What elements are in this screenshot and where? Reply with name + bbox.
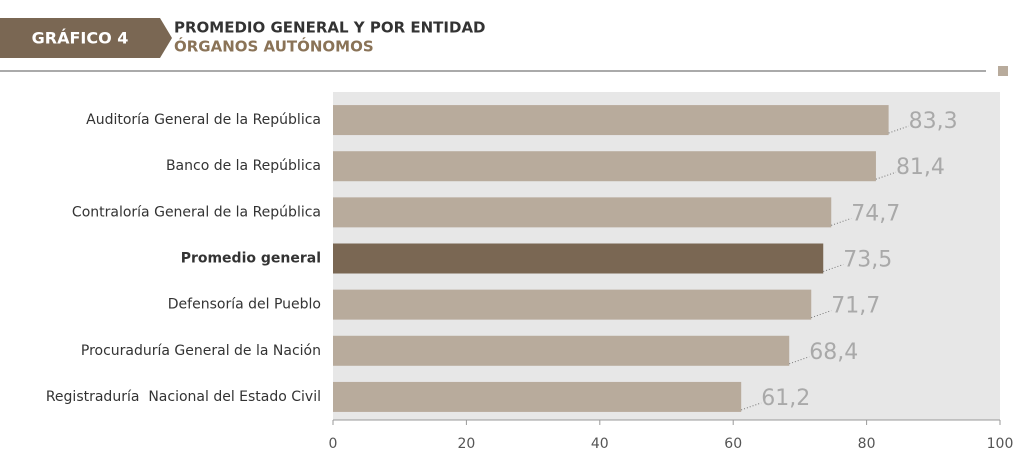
label-leader xyxy=(875,171,897,180)
x-tick-label: 20 xyxy=(457,436,475,452)
value-label: 83,3 xyxy=(909,109,958,134)
y-tick-label: Banco de la República xyxy=(166,158,321,174)
header-square xyxy=(998,66,1008,76)
y-tick-label: Auditoría General de la República xyxy=(86,112,321,128)
x-tick-label: 40 xyxy=(591,436,609,452)
bar xyxy=(333,151,876,182)
x-tick-label: 80 xyxy=(858,436,876,452)
chart-title: PROMEDIO GENERAL Y POR ENTIDAD xyxy=(174,19,486,37)
label-leader xyxy=(789,356,810,365)
label-leader xyxy=(811,310,832,319)
y-tick-label: Promedio general xyxy=(181,251,321,267)
badge-shape xyxy=(0,18,172,58)
bar xyxy=(333,243,824,274)
bar xyxy=(333,335,790,366)
bar xyxy=(333,381,742,412)
label-leader xyxy=(831,217,852,226)
value-label: 61,2 xyxy=(761,386,810,411)
label-leader xyxy=(888,125,909,134)
y-tick-label: Procuraduría General de la Nación xyxy=(81,343,321,359)
label-leader xyxy=(741,402,762,411)
x-tick-label: 60 xyxy=(724,436,742,452)
badge: GRÁFICO 4 xyxy=(32,29,129,48)
value-label: 68,4 xyxy=(809,340,858,365)
bar xyxy=(333,289,812,320)
y-tick-label: Registraduría Nacional del Estado Civil xyxy=(46,389,321,405)
bar xyxy=(333,105,889,136)
bar xyxy=(333,197,832,228)
chart-subtitle: ÓRGANOS AUTÓNOMOS xyxy=(174,37,374,56)
value-label: 73,5 xyxy=(843,248,892,273)
y-tick-label: Defensoría del Pueblo xyxy=(168,297,321,313)
value-label: 81,4 xyxy=(896,155,945,180)
x-tick-label: 100 xyxy=(987,436,1014,452)
value-label: 74,7 xyxy=(851,201,900,226)
value-label: 71,7 xyxy=(831,294,880,319)
label-leader xyxy=(823,264,844,272)
y-tick-label: Contraloría General de la República xyxy=(72,204,321,220)
x-tick-label: 0 xyxy=(329,436,338,452)
